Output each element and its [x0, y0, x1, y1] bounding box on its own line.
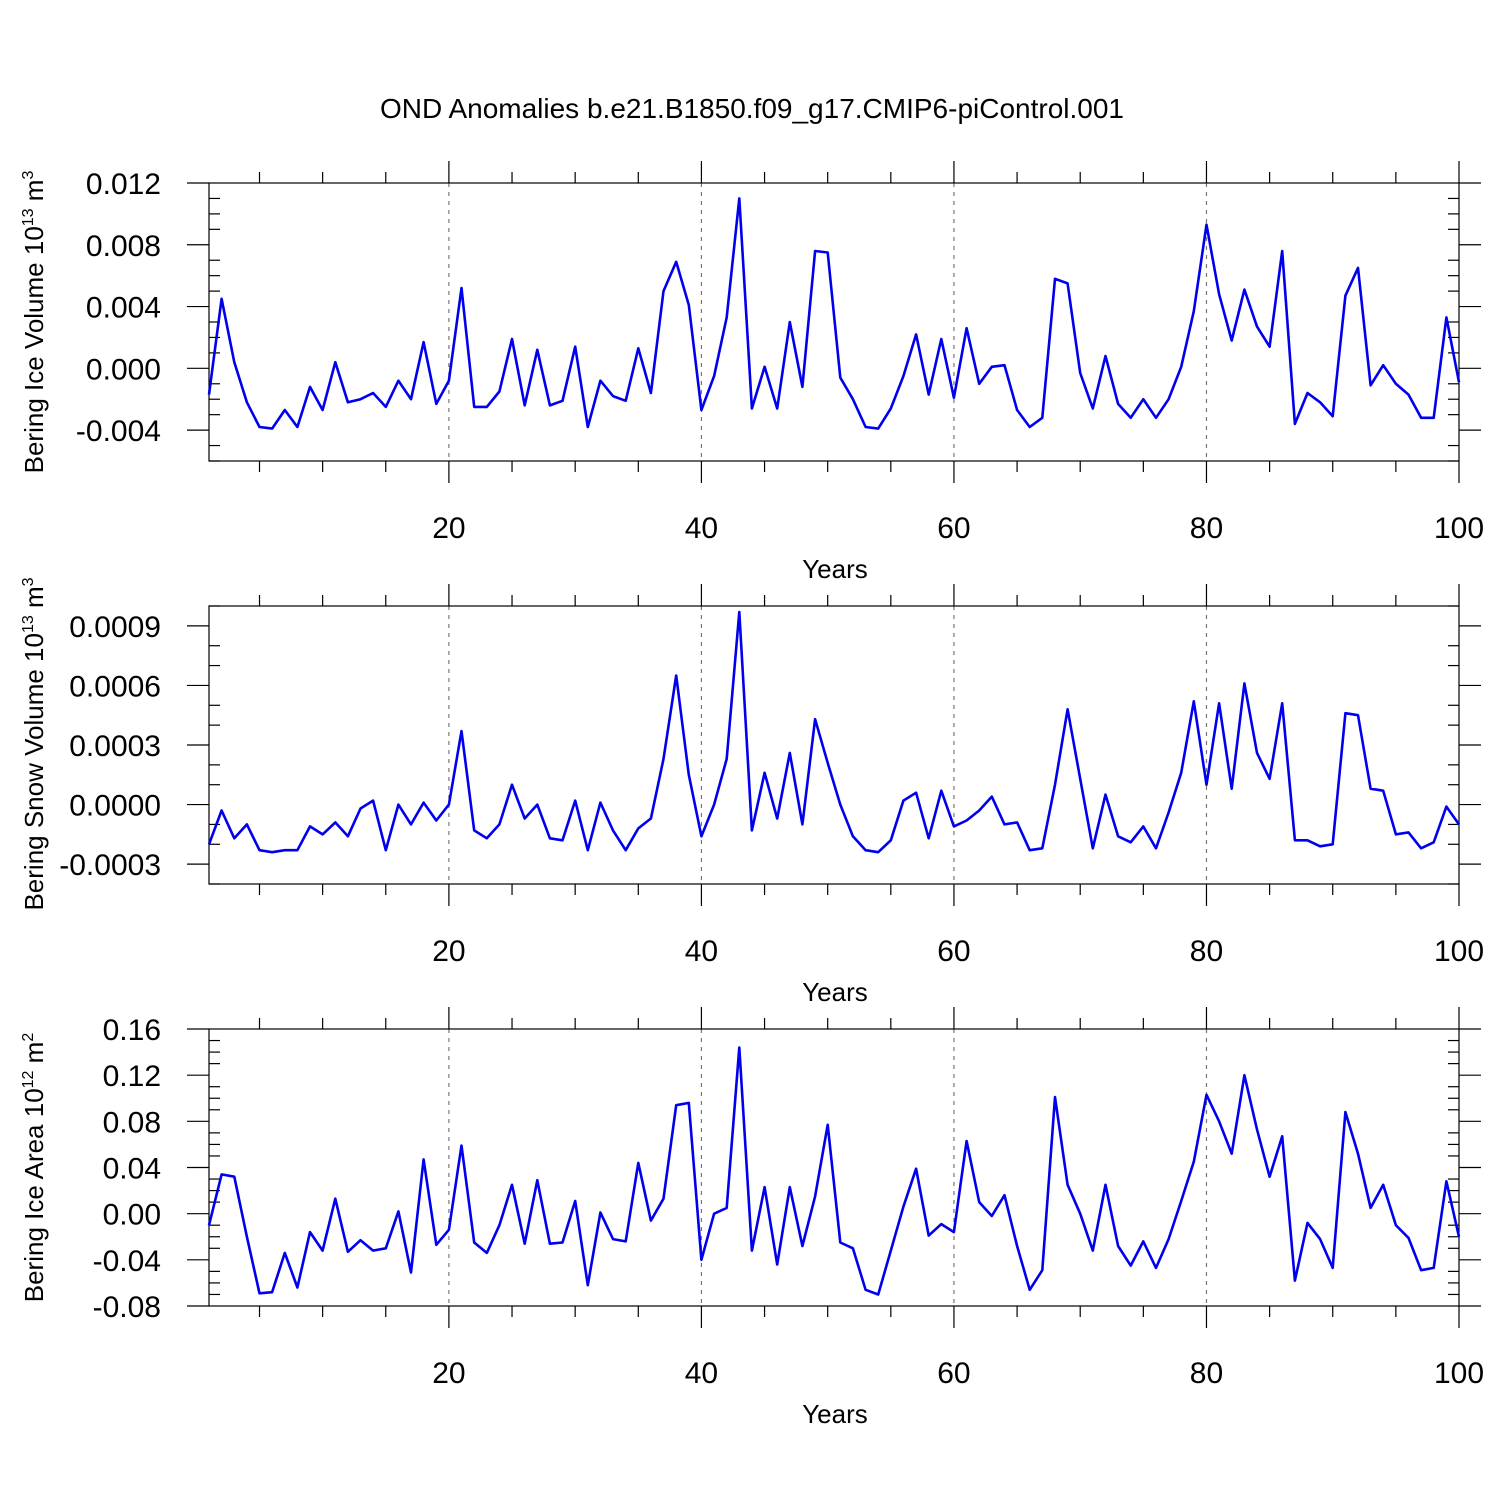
- x-tick-label: 100: [1434, 935, 1484, 968]
- y-axis-label: Bering Snow Volume 1013 m3: [19, 577, 49, 910]
- y-tick-label: 0.04: [103, 1153, 161, 1186]
- figure-title: OND Anomalies b.e21.B1850.f09_g17.CMIP6-…: [380, 93, 1124, 124]
- x-tick-label: 100: [1434, 512, 1484, 545]
- x-tick-label: 60: [937, 935, 970, 968]
- panels: -0.004 0.000 0.004 0.008 0.012 20 40 60 80 100 Yea…: [19, 161, 1484, 1429]
- y-axis-label: Bering Ice Volume 1013 m3: [19, 171, 49, 474]
- y-axis-label: Bering Ice Area 1012 m2: [19, 1033, 49, 1303]
- y-tick-label: 0.004: [86, 292, 161, 325]
- x-tick-label: 60: [937, 512, 970, 545]
- y-tick-label: 0.008: [86, 230, 161, 263]
- x-tick-label: 80: [1190, 935, 1223, 968]
- y-tick-label: 0.0006: [69, 670, 161, 703]
- y-tick-label: -0.004: [76, 415, 161, 448]
- y-tick-label: -0.0003: [59, 849, 161, 882]
- x-tick-label: 60: [937, 1357, 970, 1390]
- x-tick-label: 80: [1190, 512, 1223, 545]
- panel-1: -0.004 0.000 0.004 0.008 0.012 20 40 60 80 100 Yea…: [19, 161, 1484, 584]
- x-tick-label: 40: [685, 512, 718, 545]
- y-tick-label: -0.04: [93, 1245, 161, 1278]
- x-tick-label: 20: [432, 935, 465, 968]
- series-line: [207, 1046, 1461, 1296]
- y-tick-label: 0.012: [86, 168, 161, 201]
- y-tick-label: 0.000: [86, 353, 161, 386]
- x-tick-label: 40: [685, 1357, 718, 1390]
- series-line: [207, 610, 1461, 854]
- plot-frame: [208, 605, 1460, 885]
- x-tick-label: 40: [685, 935, 718, 968]
- y-tick-label: 0.0000: [69, 790, 161, 823]
- x-axis-label: Years: [802, 1399, 868, 1429]
- y-tick-label: 0.12: [103, 1060, 161, 1093]
- panel-3: -0.08 -0.04 0.00 0.04 0.08 0.12 0.16 20 40 60 80 10…: [19, 1007, 1484, 1429]
- series-line: [207, 197, 1461, 430]
- x-tick-label: 20: [432, 512, 465, 545]
- y-tick-label: 0.08: [103, 1106, 161, 1139]
- y-tick-label: 0.16: [103, 1014, 161, 1047]
- x-axis-label: Years: [802, 554, 868, 584]
- y-tick-label: 0.0009: [69, 611, 161, 644]
- y-tick-label: 0.00: [103, 1199, 161, 1232]
- x-axis-label: Years: [802, 977, 868, 1007]
- x-tick-label: 20: [432, 1357, 465, 1390]
- x-tick-label: 80: [1190, 1357, 1223, 1390]
- y-tick-label: -0.08: [93, 1291, 161, 1324]
- panel-2: -0.0003 0.0000 0.0003 0.0006 0.0009 20 40 60 80 1…: [19, 577, 1484, 1007]
- x-tick-label: 100: [1434, 1357, 1484, 1390]
- y-tick-label: 0.0003: [69, 730, 161, 763]
